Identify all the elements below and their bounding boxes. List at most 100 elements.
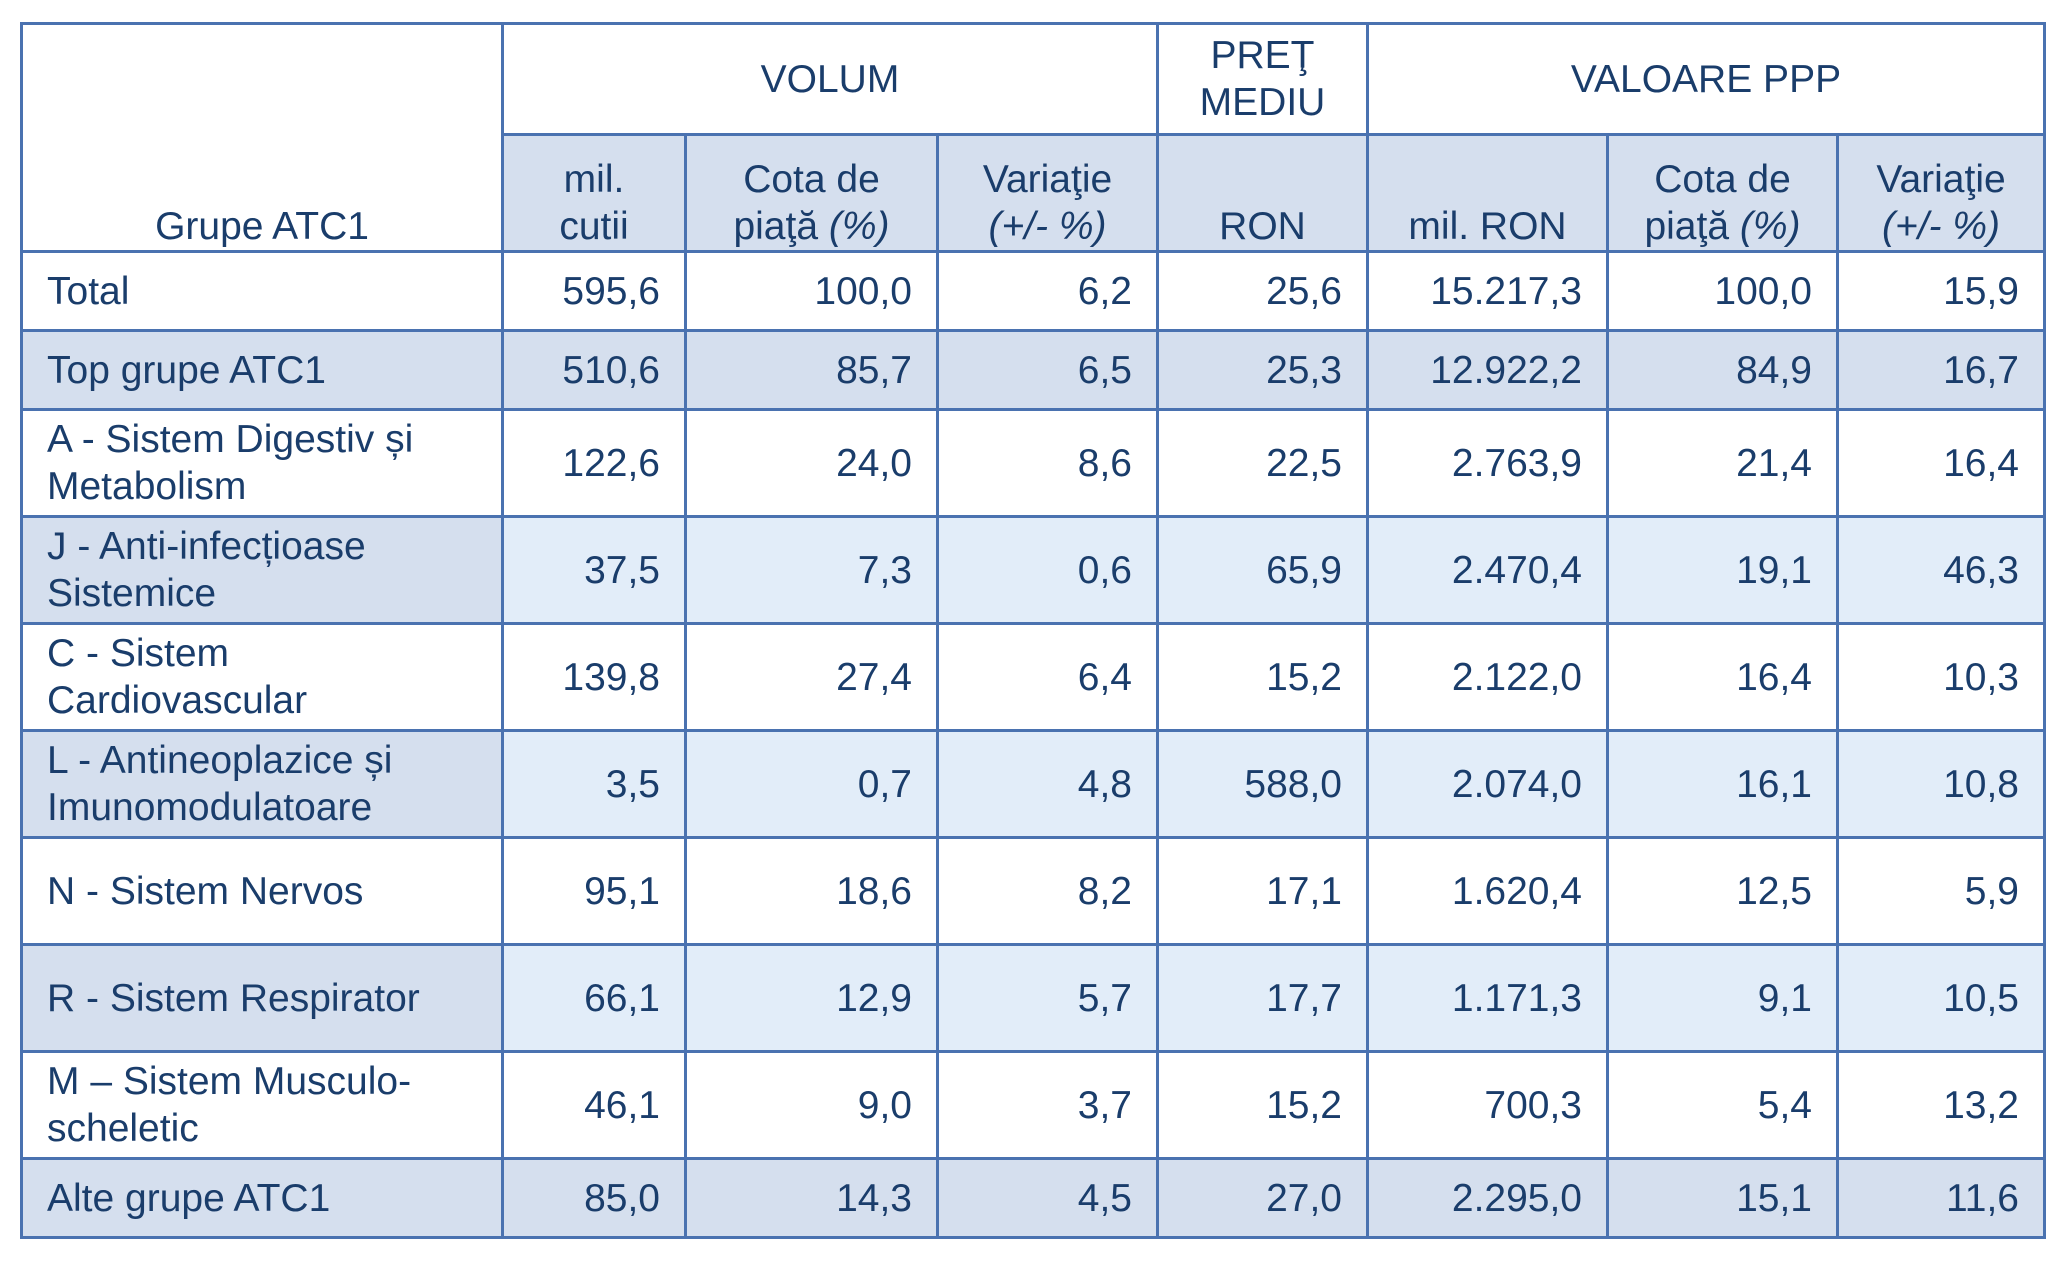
cell-valoare: 2.470,4 <box>1366 515 1609 625</box>
header-grupe-atc1: Grupe ATC1 <box>20 22 504 253</box>
header-sub-row: mil. cutii Cota de piaţă (%) Variaţie (+/… <box>22 133 2046 253</box>
table-row: R - Sistem Respirator 66,1 12,9 5,7 17,7… <box>20 943 2046 1053</box>
cell-variatie-valoare: 15,9 <box>1836 250 2046 332</box>
cell-cota-valoare: 100,0 <box>1606 250 1839 332</box>
table-row: L - Antineoplazice și Imunomodulatoare 3… <box>20 729 2046 839</box>
header-mil-ron: mil. RON <box>1366 133 1609 253</box>
cell-pret-mediu: 15,2 <box>1156 1050 1369 1160</box>
table-row: N - Sistem Nervos 95,1 18,6 8,2 17,1 1.6… <box>20 836 2046 946</box>
cell-valoare: 15.217,3 <box>1366 250 1609 332</box>
header-volum: VOLUM <box>501 22 1159 136</box>
cell-valoare: 2.763,9 <box>1366 408 1609 518</box>
cell-valoare: 12.922,2 <box>1366 329 1609 411</box>
cell-variatie-valoare: 10,3 <box>1836 622 2046 732</box>
cell-variatie-volum: 8,6 <box>936 408 1159 518</box>
cell-variatie-valoare: 16,7 <box>1836 329 2046 411</box>
header-cota-valoare-unit: (%) <box>1739 205 1801 248</box>
table-row-total: Total 595,6 100,0 6,2 25,6 15.217,3 100,… <box>20 250 2046 332</box>
row-label: J - Anti-infecțioase Sistemice <box>20 515 504 625</box>
cell-cota-volum: 100,0 <box>684 250 939 332</box>
cell-cota-volum: 0,7 <box>684 729 939 839</box>
cell-volum: 122,6 <box>501 408 687 518</box>
row-label: Total <box>20 250 504 332</box>
cell-volum: 3,5 <box>501 729 687 839</box>
cell-volum: 139,8 <box>501 622 687 732</box>
cell-pret-mediu: 17,7 <box>1156 943 1369 1053</box>
cell-variatie-volum: 5,7 <box>936 943 1159 1053</box>
header-group-row: Grupe ATC1 VOLUM PREŢ MEDIU VALOARE PPP <box>20 22 2046 253</box>
cell-variatie-valoare: 46,3 <box>1836 515 2046 625</box>
cell-volum: 66,1 <box>501 943 687 1053</box>
cell-volum: 95,1 <box>501 836 687 946</box>
cell-volum: 46,1 <box>501 1050 687 1160</box>
header-variatie-valoare-unit: (+/- %) <box>1881 205 2001 248</box>
cell-cota-valoare: 21,4 <box>1606 408 1839 518</box>
cell-valoare: 700,3 <box>1366 1050 1609 1160</box>
cell-cota-volum: 85,7 <box>684 329 939 411</box>
cell-variatie-valoare: 16,4 <box>1836 408 2046 518</box>
row-label: Top grupe ATC1 <box>20 329 504 411</box>
header-cota-volum-text: Cota de piaţă <box>733 158 880 248</box>
cell-variatie-valoare: 13,2 <box>1836 1050 2046 1160</box>
cell-variatie-valoare: 10,5 <box>1836 943 2046 1053</box>
header-cota-volum: Cota de piaţă (%) <box>684 133 939 253</box>
cell-cota-valoare: 16,4 <box>1606 622 1839 732</box>
cell-variatie-volum: 6,2 <box>936 250 1159 332</box>
cell-pret-mediu: 65,9 <box>1156 515 1369 625</box>
cell-pret-mediu: 15,2 <box>1156 622 1369 732</box>
cell-cota-valoare: 5,4 <box>1606 1050 1839 1160</box>
cell-cota-volum: 7,3 <box>684 515 939 625</box>
cell-cota-valoare: 16,1 <box>1606 729 1839 839</box>
row-label: R - Sistem Respirator <box>20 943 504 1053</box>
header-mil-ron-text: mil. RON <box>1408 205 1567 248</box>
row-label: L - Antineoplazice și Imunomodulatoare <box>20 729 504 839</box>
cell-variatie-volum: 6,4 <box>936 622 1159 732</box>
header-mil-cutii-text: mil. cutii <box>559 158 629 248</box>
cell-variatie-volum: 3,7 <box>936 1050 1159 1160</box>
cell-cota-volum: 12,9 <box>684 943 939 1053</box>
cell-cota-valoare: 15,1 <box>1606 1157 1839 1239</box>
header-valoare-ppp: VALOARE PPP <box>1366 22 2046 136</box>
row-label: A - Sistem Digestiv și Metabolism <box>20 408 504 518</box>
table-row: J - Anti-infecțioase Sistemice 37,5 7,3 … <box>20 515 2046 625</box>
header-mil-cutii: mil. cutii <box>501 133 687 253</box>
header-variatie-valoare-text: Variaţie <box>1876 158 2006 201</box>
header-ron-text: RON <box>1219 205 1306 248</box>
cell-cota-valoare: 19,1 <box>1606 515 1839 625</box>
cell-pret-mediu: 22,5 <box>1156 408 1369 518</box>
cell-cota-valoare: 84,9 <box>1606 329 1839 411</box>
atc1-market-table: Grupe ATC1 VOLUM PREŢ MEDIU VALOARE PPP … <box>20 22 2046 1239</box>
table-row-top-grupe: Top grupe ATC1 510,6 85,7 6,5 25,3 12.92… <box>20 329 2046 411</box>
header-cota-volum-unit: (%) <box>828 205 890 248</box>
cell-cota-volum: 27,4 <box>684 622 939 732</box>
cell-volum: 37,5 <box>501 515 687 625</box>
cell-pret-mediu: 25,6 <box>1156 250 1369 332</box>
header-variatie-volum-text: Variaţie <box>982 158 1113 201</box>
cell-variatie-valoare: 10,8 <box>1836 729 2046 839</box>
cell-valoare: 2.074,0 <box>1366 729 1609 839</box>
cell-pret-mediu: 25,3 <box>1156 329 1369 411</box>
cell-variatie-volum: 6,5 <box>936 329 1159 411</box>
cell-pret-mediu: 588,0 <box>1156 729 1369 839</box>
cell-cota-volum: 24,0 <box>684 408 939 518</box>
cell-pret-mediu: 17,1 <box>1156 836 1369 946</box>
table-row-alte-grupe: Alte grupe ATC1 85,0 14,3 4,5 27,0 2.295… <box>20 1157 2046 1239</box>
cell-valoare: 2.295,0 <box>1366 1157 1609 1239</box>
cell-volum: 595,6 <box>501 250 687 332</box>
cell-variatie-volum: 4,5 <box>936 1157 1159 1239</box>
cell-cota-valoare: 9,1 <box>1606 943 1839 1053</box>
cell-cota-valoare: 12,5 <box>1606 836 1839 946</box>
header-variatie-valoare: Variaţie (+/- %) <box>1836 133 2046 253</box>
row-label: M – Sistem Musculo-scheletic <box>20 1050 504 1160</box>
cell-variatie-valoare: 5,9 <box>1836 836 2046 946</box>
header-variatie-volum-unit: (+/- %) <box>988 205 1107 248</box>
cell-variatie-volum: 0,6 <box>936 515 1159 625</box>
cell-valoare: 1.171,3 <box>1366 943 1609 1053</box>
table-row: A - Sistem Digestiv și Metabolism 122,6 … <box>20 408 2046 518</box>
cell-volum: 510,6 <box>501 329 687 411</box>
cell-pret-mediu: 27,0 <box>1156 1157 1369 1239</box>
cell-cota-volum: 9,0 <box>684 1050 939 1160</box>
cell-variatie-volum: 4,8 <box>936 729 1159 839</box>
cell-volum: 85,0 <box>501 1157 687 1239</box>
header-pret-mediu: PREŢ MEDIU <box>1156 22 1369 136</box>
